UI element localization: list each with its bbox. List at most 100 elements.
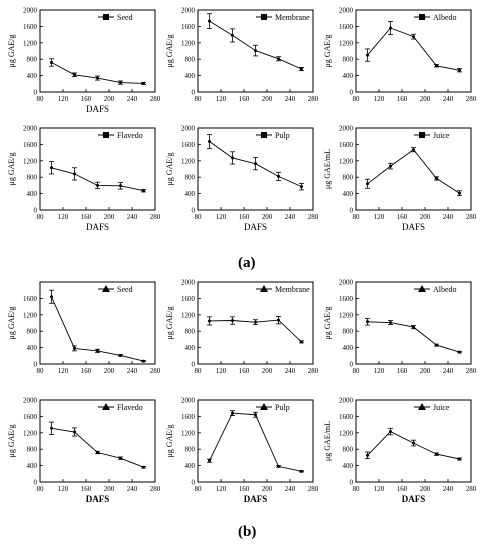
y-tick-label: 1200 [339, 311, 354, 319]
x-tick-label: 120 [58, 213, 69, 221]
y-tick-label: 800 [343, 328, 354, 336]
plot-frame [39, 127, 156, 211]
x-tick-label: 160 [397, 367, 408, 375]
data-point [435, 64, 438, 68]
plot-frame [355, 9, 472, 93]
legend-label: Juice [433, 403, 450, 412]
y-tick-label: 1200 [23, 311, 38, 319]
x-tick-label: 80 [37, 213, 45, 221]
y-axis-label: μg GAE/mL [323, 149, 332, 189]
x-tick-label: 200 [262, 213, 273, 221]
chart-panel: 80 120 160 200 240 280 0 400 800 1200 1600 2000 μg G… [7, 7, 161, 115]
x-tick-label: 160 [397, 95, 408, 103]
legend-label: Membrane [275, 13, 310, 22]
x-tick-label: 200 [262, 367, 273, 375]
data-point [208, 319, 211, 323]
data-point [458, 68, 461, 72]
plot-frame [197, 281, 314, 365]
plot-frame [355, 281, 472, 365]
chart-panel: 80 120 160 200 240 280 0 400 800 1200 1600 2000 μg G… [165, 279, 319, 376]
x-tick-label: 80 [37, 367, 45, 375]
data-point [142, 81, 145, 85]
x-tick-label: 280 [466, 485, 477, 493]
x-tick-label: 120 [374, 485, 385, 493]
x-tick-label: 80 [195, 485, 203, 493]
data-point [231, 33, 234, 37]
x-tick-label: 240 [127, 95, 138, 103]
x-tick-label: 120 [216, 367, 227, 375]
y-tick-label: 800 [185, 56, 196, 64]
legend-square-marker [103, 132, 109, 138]
data-point [389, 164, 392, 168]
y-tick-label: 400 [27, 190, 38, 198]
x-tick-label: 80 [195, 213, 203, 221]
x-tick-label: 280 [308, 95, 319, 103]
data-point [119, 81, 122, 85]
x-tick-label: 80 [353, 213, 361, 221]
y-axis-label: μg GAE/g [323, 35, 332, 68]
y-tick-label: 1200 [181, 157, 196, 165]
y-tick-label: 400 [343, 462, 354, 470]
y-tick-label: 1600 [339, 413, 354, 421]
x-tick-label: 200 [262, 485, 273, 493]
y-axis-label: μg GAE/g [323, 307, 332, 340]
y-axis-label: μg GAE/g [165, 35, 174, 68]
x-tick-label: 200 [104, 367, 115, 375]
y-tick-label: 1600 [339, 295, 354, 303]
data-point [412, 148, 415, 152]
chart-panel: 80 120 160 200 240 280 0 400 800 1200 1600 2000 μg G… [323, 125, 477, 233]
chart-panel: 80 120 160 200 240 280 0 400 800 1200 1600 2000 μg G… [323, 7, 477, 104]
legend-triangle-marker [260, 285, 268, 292]
y-tick-label: 2000 [181, 279, 196, 287]
legend-label: Flavedo [117, 131, 143, 140]
plot-frame [197, 127, 314, 211]
x-tick-label: 280 [308, 213, 319, 221]
data-point [231, 319, 234, 323]
y-tick-label: 800 [27, 328, 38, 336]
data-point [50, 60, 53, 64]
data-point [208, 459, 211, 463]
data-point [96, 183, 99, 187]
data-point [277, 174, 280, 178]
data-point [366, 453, 369, 457]
x-tick-label: 120 [216, 485, 227, 493]
y-axis-label: μg GAE/g [7, 153, 16, 186]
x-tick-label: 240 [285, 367, 296, 375]
data-point [119, 184, 122, 188]
x-tick-label: 80 [353, 485, 361, 493]
legend-square-marker [261, 132, 267, 138]
x-tick-label: 80 [353, 95, 361, 103]
data-point [412, 325, 415, 329]
legend-triangle-marker [102, 285, 110, 292]
y-tick-label: 0 [34, 479, 38, 487]
data-point [50, 295, 53, 299]
x-tick-label: 160 [81, 485, 92, 493]
legend-label: Pulp [275, 403, 290, 412]
x-tick-label: 120 [58, 367, 69, 375]
group-label-a: (a) [238, 255, 256, 271]
x-tick-label: 280 [150, 95, 161, 103]
data-point [412, 441, 415, 445]
x-tick-label: 200 [262, 95, 273, 103]
plot-frame [39, 399, 156, 483]
data-point [208, 140, 211, 144]
y-tick-label: 0 [350, 89, 354, 97]
data-point [73, 73, 76, 77]
legend-triangle-marker [260, 403, 268, 410]
plot-frame [355, 127, 472, 211]
plot-frame [197, 9, 314, 93]
x-tick-label: 80 [37, 485, 45, 493]
y-tick-label: 0 [192, 207, 196, 215]
x-tick-label: 280 [308, 485, 319, 493]
y-tick-label: 400 [185, 462, 196, 470]
data-point [119, 456, 122, 460]
y-tick-label: 2000 [339, 279, 354, 287]
chart-panel: 80 120 160 200 240 280 0 400 800 1200 1600 2000 μg G… [323, 397, 477, 505]
y-tick-label: 2000 [339, 7, 354, 15]
legend-label: Flavedo [117, 403, 143, 412]
y-tick-label: 0 [34, 361, 38, 369]
y-tick-label: 800 [27, 56, 38, 64]
y-tick-label: 400 [27, 462, 38, 470]
data-point [208, 19, 211, 23]
